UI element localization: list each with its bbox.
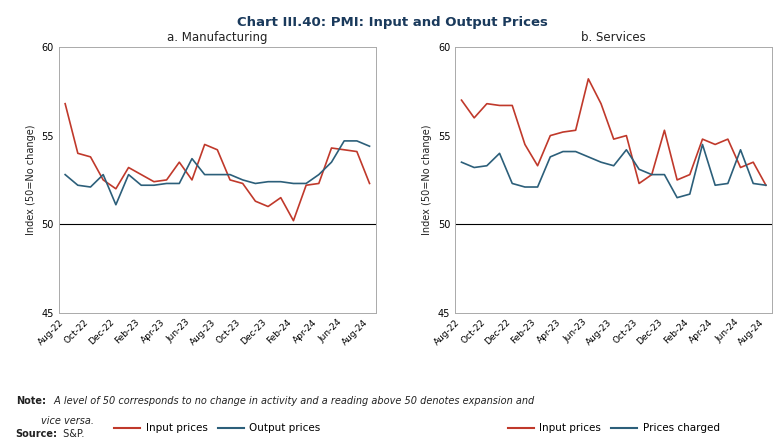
Text: S&P.: S&P. [60,429,85,439]
Y-axis label: Index (50=No change): Index (50=No change) [423,125,432,235]
Text: A level of 50 corresponds to no change in activity and a reading above 50 denote: A level of 50 corresponds to no change i… [51,396,537,405]
Title: a. Manufacturing: a. Manufacturing [167,31,267,44]
Text: Source:: Source: [16,429,58,439]
Title: b. Services: b. Services [581,31,646,44]
Y-axis label: Index (50=No change): Index (50=No change) [26,125,36,235]
Text: vice versa.: vice versa. [16,416,93,426]
Legend: Input prices, Output prices: Input prices, Output prices [111,419,325,438]
Legend: Input prices, Prices charged: Input prices, Prices charged [503,419,724,438]
Text: Chart III.40: PMI: Input and Output Prices: Chart III.40: PMI: Input and Output Pric… [237,16,547,29]
Text: Note:: Note: [16,396,45,405]
